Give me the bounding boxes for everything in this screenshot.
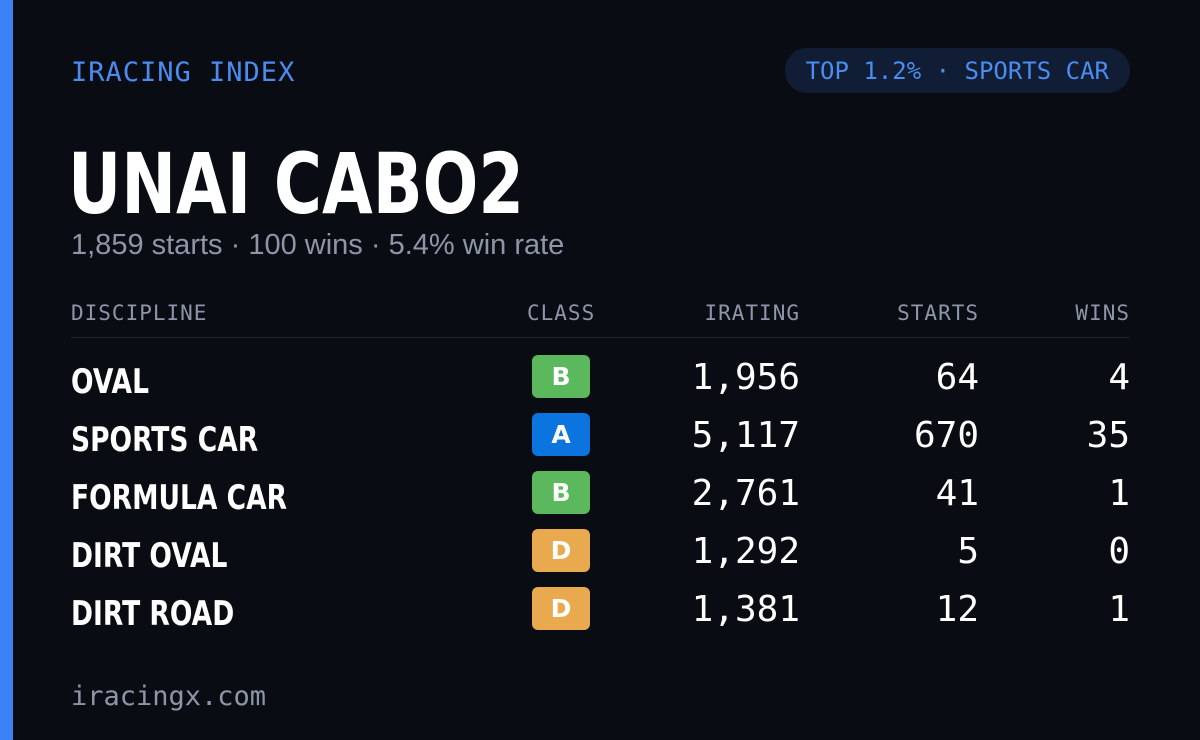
starts-value: 41 bbox=[935, 473, 979, 514]
discipline-name: SPORTS CAR bbox=[71, 420, 259, 460]
header-starts: STARTS bbox=[897, 301, 979, 325]
separator: · bbox=[230, 229, 241, 261]
win-rate: 5.4% win rate bbox=[388, 229, 565, 261]
starts-value: 670 bbox=[913, 415, 979, 456]
header-class: CLASS bbox=[527, 301, 596, 325]
wins-value: 35 bbox=[1086, 415, 1130, 456]
table-row: SPORTS CAR A 5,117 670 35 bbox=[71, 411, 1130, 469]
brand-title: IRACING INDEX bbox=[71, 57, 296, 88]
header-discipline: DISCIPLINE bbox=[71, 301, 208, 325]
header-irating: IRATING bbox=[704, 301, 800, 325]
class-badge: B bbox=[532, 471, 590, 514]
header-wins: WINS bbox=[1075, 301, 1130, 325]
table-row: OVAL B 1,956 64 4 bbox=[71, 353, 1130, 411]
discipline-table: DISCIPLINE CLASS IRATING STARTS WINS OVA… bbox=[71, 296, 1130, 643]
footer-url: iracingx.com bbox=[71, 681, 267, 712]
class-badge: B bbox=[532, 355, 590, 398]
table-body: OVAL B 1,956 64 4 SPORTS CAR A 5,117 670… bbox=[71, 353, 1130, 643]
wins-value: 4 bbox=[1108, 357, 1130, 398]
class-badge: D bbox=[532, 529, 590, 572]
class-badge: A bbox=[532, 413, 590, 456]
irating-value: 1,381 bbox=[691, 589, 800, 630]
table-row: DIRT ROAD D 1,381 12 1 bbox=[71, 585, 1130, 643]
irating-value: 5,117 bbox=[691, 415, 800, 456]
rank-badge: TOP 1.2% · SPORTS CAR bbox=[784, 48, 1130, 93]
total-starts: 1,859 starts bbox=[71, 229, 223, 261]
discipline-name: OVAL bbox=[71, 362, 149, 402]
irating-value: 1,292 bbox=[691, 531, 800, 572]
discipline-name: DIRT ROAD bbox=[71, 594, 235, 634]
discipline-name: FORMULA CAR bbox=[71, 478, 288, 518]
table-row: FORMULA CAR B 2,761 41 1 bbox=[71, 469, 1130, 527]
accent-bar bbox=[0, 0, 13, 740]
starts-value: 5 bbox=[957, 531, 979, 572]
starts-value: 64 bbox=[935, 357, 979, 398]
driver-name: UNAI CABO2 bbox=[68, 135, 524, 233]
wins-value: 1 bbox=[1108, 473, 1130, 514]
table-row: DIRT OVAL D 1,292 5 0 bbox=[71, 527, 1130, 585]
irating-value: 2,761 bbox=[691, 473, 800, 514]
total-wins: 100 wins bbox=[248, 229, 363, 261]
table-header: DISCIPLINE CLASS IRATING STARTS WINS bbox=[71, 296, 1130, 338]
wins-value: 1 bbox=[1108, 589, 1130, 630]
separator: · bbox=[370, 229, 381, 261]
irating-value: 1,956 bbox=[691, 357, 800, 398]
starts-value: 12 bbox=[935, 589, 979, 630]
wins-value: 0 bbox=[1108, 531, 1130, 572]
class-badge: D bbox=[532, 587, 590, 630]
discipline-name: DIRT OVAL bbox=[71, 536, 228, 576]
driver-summary: 1,859 starts · 100 wins · 5.4% win rate bbox=[71, 226, 564, 264]
